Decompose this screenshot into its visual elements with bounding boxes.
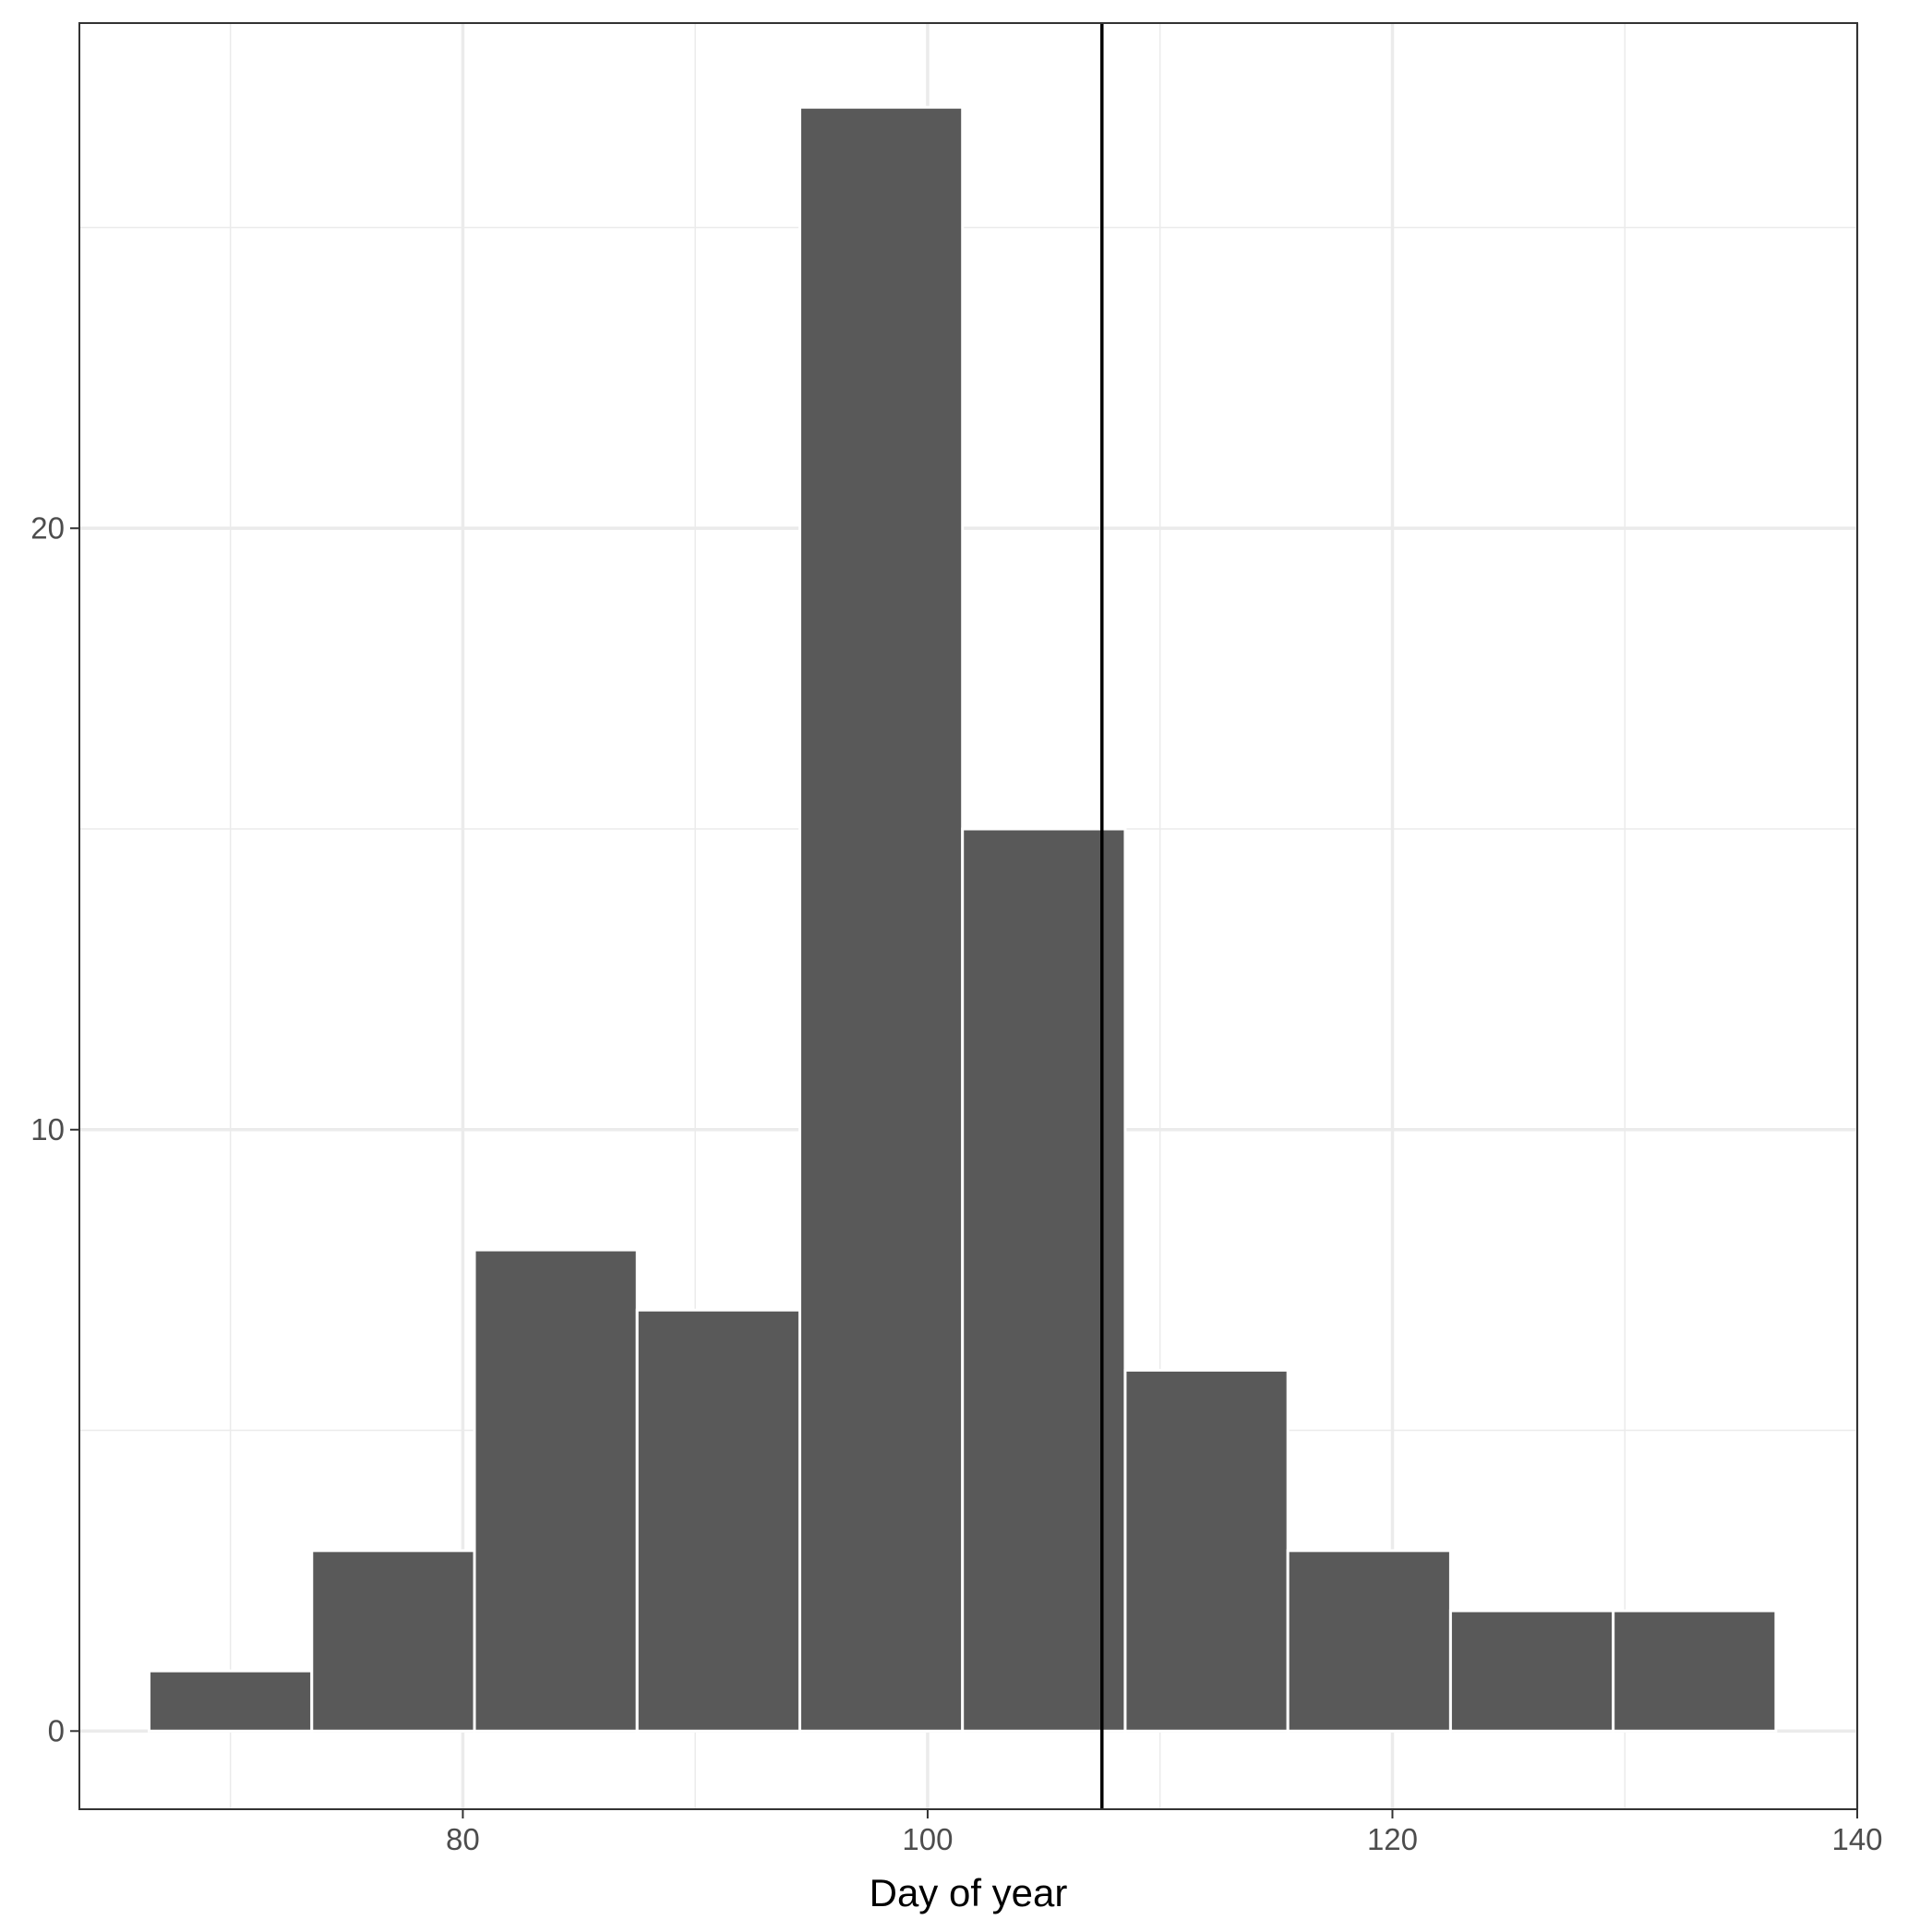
x-axis-title: Day of year (870, 1871, 1068, 1914)
y-tick-label: 10 (30, 1112, 65, 1146)
x-tick-label: 140 (1831, 1822, 1882, 1856)
histogram-bar (1286, 1549, 1452, 1733)
panel-border (78, 22, 1858, 1810)
y-tick-label: 0 (48, 1713, 65, 1747)
histogram-bar (1448, 1609, 1615, 1733)
histogram-bar (310, 1549, 476, 1733)
histogram-bar (961, 827, 1127, 1733)
histogram-bar (1123, 1368, 1290, 1733)
histogram-bar (473, 1248, 639, 1733)
histogram-bar (798, 105, 965, 1733)
histogram-bar (635, 1308, 801, 1733)
bars-layer (148, 105, 1778, 1733)
histogram-bar (1612, 1609, 1778, 1733)
x-tick-label: 120 (1367, 1822, 1418, 1856)
x-tick-label: 100 (902, 1822, 953, 1856)
x-tick-label: 80 (446, 1822, 480, 1856)
ticks-layer: 80 100 120 140 0 10 20 (30, 510, 1882, 1856)
y-tick-label: 20 (30, 510, 65, 545)
histogram-bar (148, 1669, 314, 1733)
